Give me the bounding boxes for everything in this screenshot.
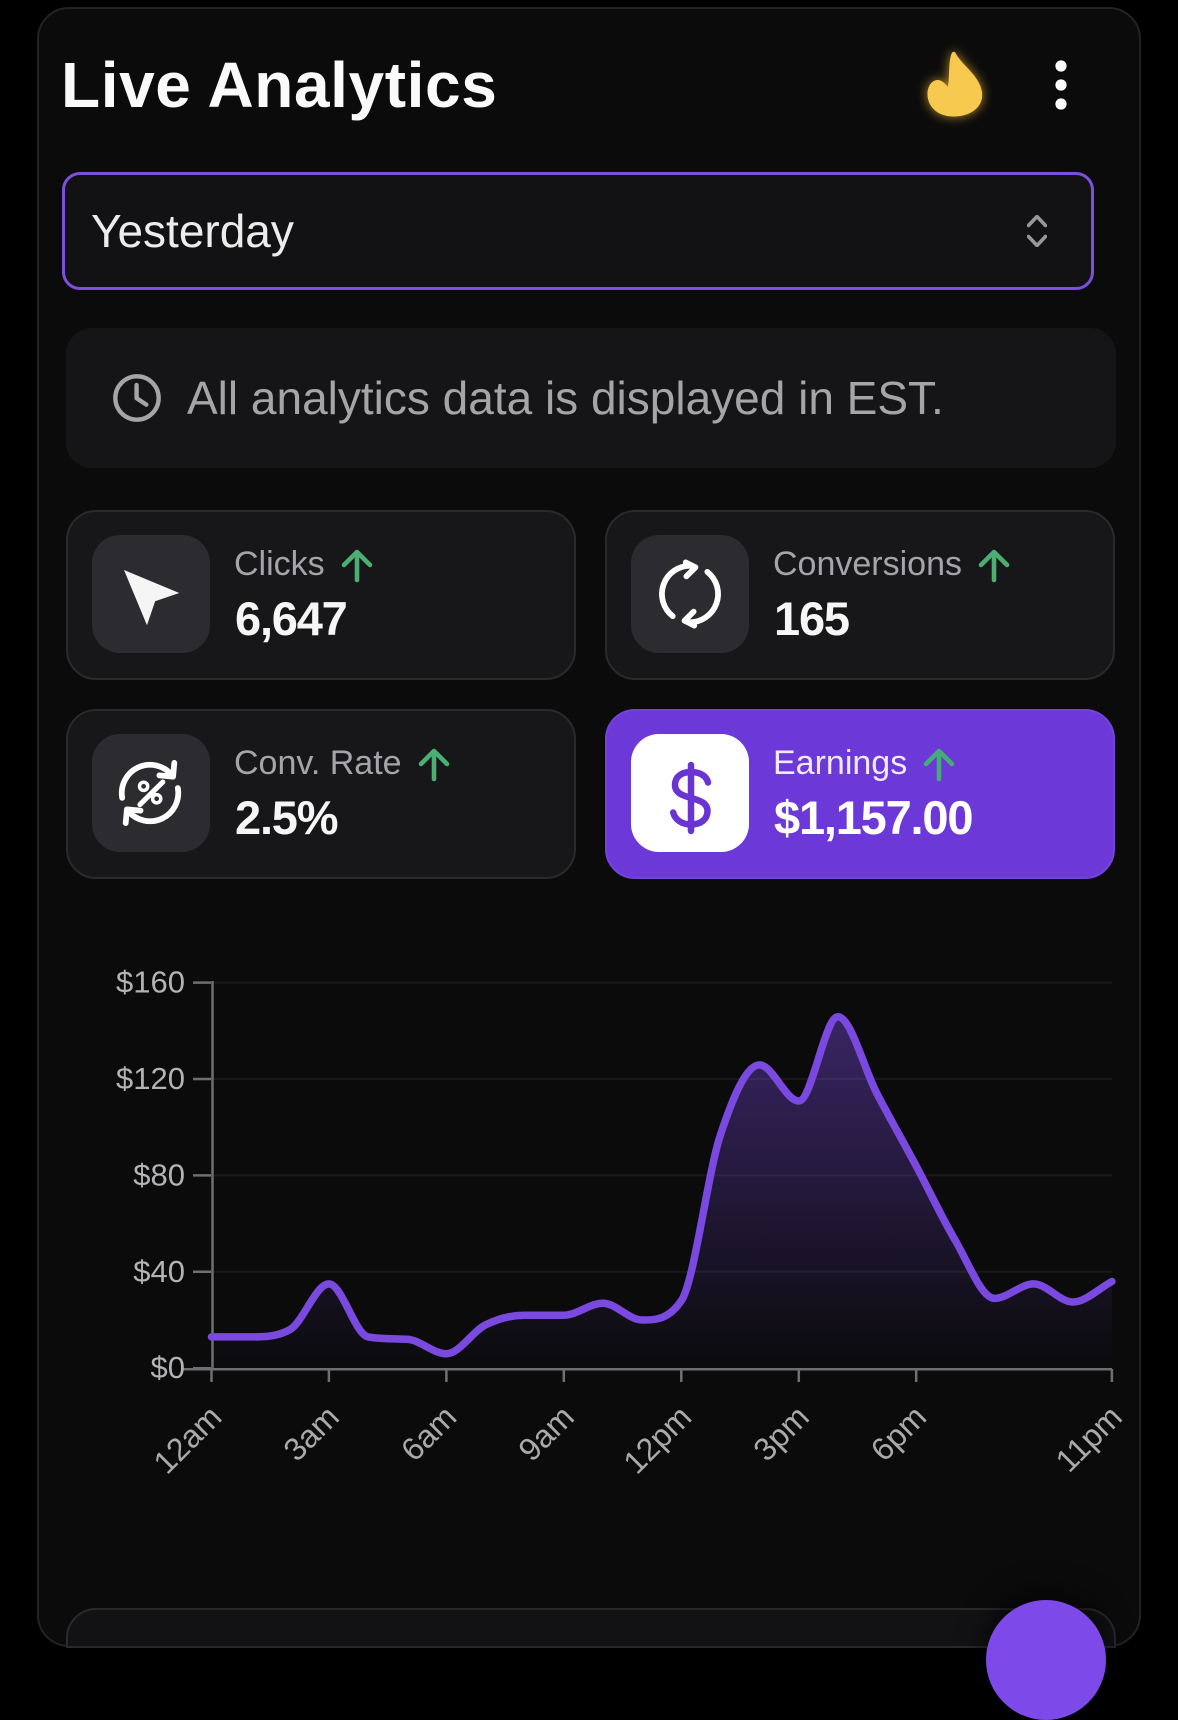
svg-text:$40: $40 <box>133 1254 185 1289</box>
svg-text:$120: $120 <box>116 1061 185 1096</box>
svg-text:$0: $0 <box>151 1350 185 1385</box>
svg-text:6pm: 6pm <box>864 1398 933 1467</box>
svg-text:9am: 9am <box>511 1398 580 1467</box>
svg-text:3pm: 3pm <box>746 1398 815 1467</box>
svg-text:11pm: 11pm <box>1048 1398 1128 1478</box>
svg-text:$160: $160 <box>116 965 185 1000</box>
svg-text:12am: 12am <box>146 1398 228 1480</box>
svg-text:12pm: 12pm <box>616 1398 698 1480</box>
svg-text:6am: 6am <box>394 1398 463 1467</box>
svg-text:3am: 3am <box>276 1398 345 1467</box>
svg-text:$80: $80 <box>133 1157 185 1192</box>
